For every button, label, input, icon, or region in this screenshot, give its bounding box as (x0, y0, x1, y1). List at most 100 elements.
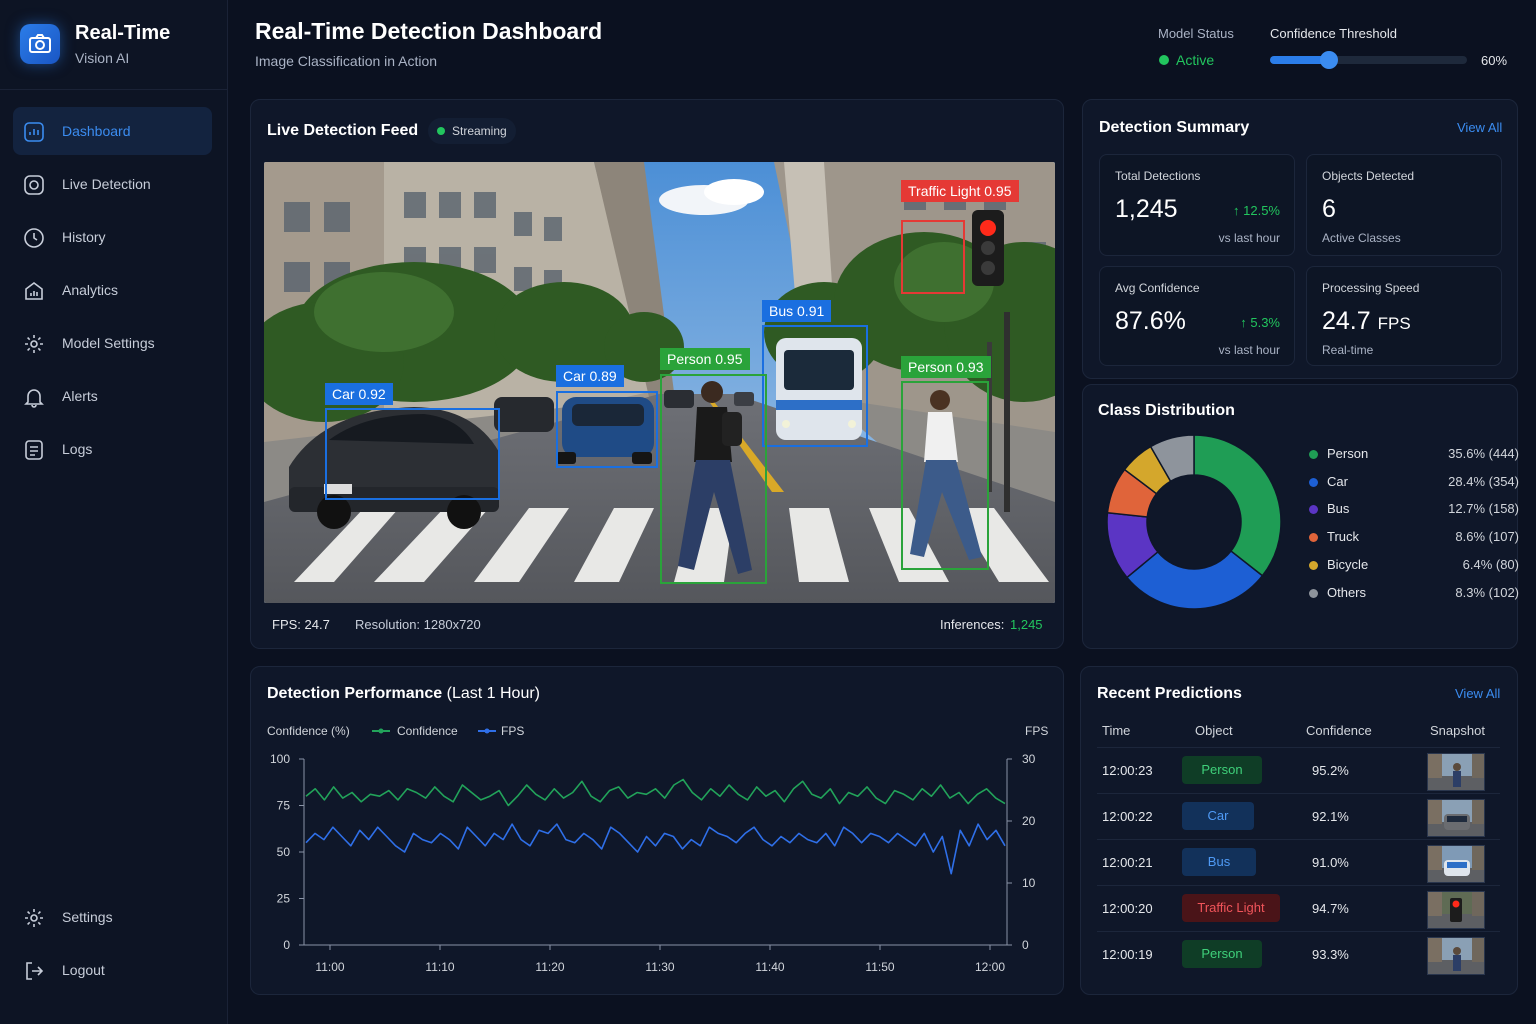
x-tick-label: 11:40 (755, 960, 784, 974)
detection-label: Person 0.93 (901, 356, 991, 378)
chart-legend: Confidence FPS (372, 724, 524, 738)
donut-slice-person[interactable] (1193, 434, 1282, 577)
legend-dot (1309, 560, 1318, 570)
detection-box-car[interactable] (325, 408, 500, 500)
table-row[interactable]: 12:00:22 Car 92.1% (1097, 793, 1500, 839)
detection-box-car[interactable] (556, 391, 658, 468)
column-header-snapshot: Snapshot (1430, 723, 1485, 738)
snapshot-thumbnail[interactable] (1427, 799, 1485, 837)
resolution-readout: Resolution: 1280x720 (355, 617, 481, 632)
legend-class-name: Truck (1327, 529, 1360, 545)
nav-item-settings[interactable]: Settings (13, 893, 212, 941)
card-value: 24.7 FPS (1322, 307, 1411, 336)
nav-label: Model Settings (62, 335, 155, 351)
y-axis-label: Confidence (%) (267, 724, 350, 738)
document-icon (25, 440, 43, 460)
nav-label: History (62, 229, 106, 245)
y2-tick-label: 20 (1022, 814, 1036, 828)
status-dot (437, 127, 445, 135)
y-tick-label: 50 (277, 845, 291, 859)
table-row[interactable]: 12:00:21 Bus 91.0% (1097, 839, 1500, 885)
detection-box-bus[interactable] (762, 325, 868, 447)
target-icon (24, 175, 44, 195)
snapshot-thumbnail[interactable] (1427, 845, 1485, 883)
legend-item-person: Person 35.6% (444) (1309, 444, 1519, 464)
nav-item-logout[interactable]: Logout (13, 946, 212, 994)
row-time: 12:00:20 (1102, 901, 1153, 916)
table-row[interactable]: 12:00:23 Person 95.2% (1097, 747, 1500, 793)
snapshot-thumbnail[interactable] (1427, 891, 1485, 929)
nav-item-alerts[interactable]: Alerts (13, 372, 212, 420)
sidebar: Real-Time Vision AI Dashboard Live Detec… (0, 0, 228, 1024)
threshold-thumb[interactable] (1320, 51, 1339, 69)
legend-dot (1309, 477, 1318, 487)
brand: Real-Time Vision AI (0, 0, 228, 90)
row-confidence: 94.7% (1312, 901, 1349, 916)
card-foot: vs last hour (1218, 343, 1280, 357)
summary-view-all-link[interactable]: View All (1457, 120, 1503, 135)
detection-box-person[interactable] (660, 374, 767, 584)
card-value: 6 (1322, 195, 1336, 223)
card-value: 87.6% (1115, 307, 1186, 335)
processing-speed-card: Processing Speed 24.7 FPS Real-time (1306, 266, 1502, 366)
legend-dot (1309, 505, 1318, 515)
camera-icon (20, 24, 60, 64)
card-value: 1,245 (1115, 195, 1178, 223)
detection-label: Car 0.89 (556, 365, 624, 387)
y2-tick-label: 0 (1022, 938, 1029, 952)
donut-slice-car[interactable] (1125, 549, 1264, 610)
analytics-icon (25, 282, 43, 300)
nav-item-history[interactable]: History (13, 213, 212, 261)
live-video-feed[interactable]: Traffic Light 0.95 Bus 0.91 Car 0.89 Per… (264, 162, 1055, 603)
performance-title-main: Detection Performance (267, 685, 443, 702)
threshold-value: 60% (1481, 53, 1508, 68)
row-time: 12:00:23 (1102, 763, 1153, 778)
predictions-view-all-link[interactable]: View All (1455, 686, 1501, 701)
snapshot-thumbnail[interactable] (1427, 753, 1485, 791)
page-title: Real-Time Detection Dashboard (255, 18, 603, 44)
nav-item-dashboard[interactable]: Dashboard (13, 107, 212, 155)
threshold-slider[interactable] (1270, 51, 1467, 69)
row-confidence: 91.0% (1312, 855, 1349, 870)
legend-class-name: Others (1327, 584, 1367, 600)
logout-icon (26, 962, 44, 980)
donut-slice-others[interactable] (1149, 434, 1195, 483)
legend-item-bicycle: Bicycle 6.4% (80) (1309, 555, 1519, 575)
detection-box-person[interactable] (901, 381, 989, 570)
detection-box-traffic-light[interactable] (901, 220, 965, 294)
row-confidence: 95.2% (1312, 763, 1349, 778)
nav-label: Dashboard (62, 123, 131, 139)
nav-item-logs[interactable]: Logs (13, 425, 212, 473)
model-status-value: Active (1176, 52, 1215, 68)
gear-icon (25, 335, 43, 353)
y-tick-label: 0 (283, 938, 290, 952)
bell-icon (24, 389, 44, 408)
table-row[interactable]: 12:00:19 Person 93.3% (1097, 931, 1500, 977)
nav-item-live-detection[interactable]: Live Detection (13, 160, 212, 208)
snapshot-thumbnail[interactable] (1427, 937, 1485, 975)
card-foot: Real-time (1322, 343, 1374, 357)
object-badge: Car (1182, 802, 1254, 830)
nav-label: Logs (62, 441, 93, 457)
legend-dot (1309, 533, 1318, 543)
y-tick-label: 100 (270, 752, 290, 766)
legend-marker-confidence (378, 728, 384, 734)
series-line-confidence (305, 778, 1006, 807)
legend-class-value: 6.4% (80) (1462, 556, 1519, 572)
snapshot-image (1428, 892, 1484, 928)
card-label: Total Detections (1115, 169, 1201, 183)
legend-class-value: 8.6% (107) (1455, 529, 1519, 545)
card-foot: Active Classes (1322, 231, 1401, 245)
model-status-label: Model Status (1158, 26, 1234, 41)
legend-class-value: 8.3% (102) (1455, 584, 1519, 600)
nav-item-model-settings[interactable]: Model Settings (13, 319, 212, 367)
nav-label: Settings (62, 909, 113, 925)
nav-item-analytics[interactable]: Analytics (13, 266, 212, 314)
object-badge: Person (1182, 940, 1262, 968)
table-row[interactable]: 12:00:20 Traffic Light 94.7% (1097, 885, 1500, 931)
row-confidence: 92.1% (1312, 809, 1349, 824)
card-foot: vs last hour (1218, 231, 1280, 245)
legend-item-truck: Truck 8.6% (107) (1309, 527, 1519, 547)
snapshot-image (1428, 846, 1484, 882)
live-feed-title: Live Detection Feed (267, 122, 419, 139)
